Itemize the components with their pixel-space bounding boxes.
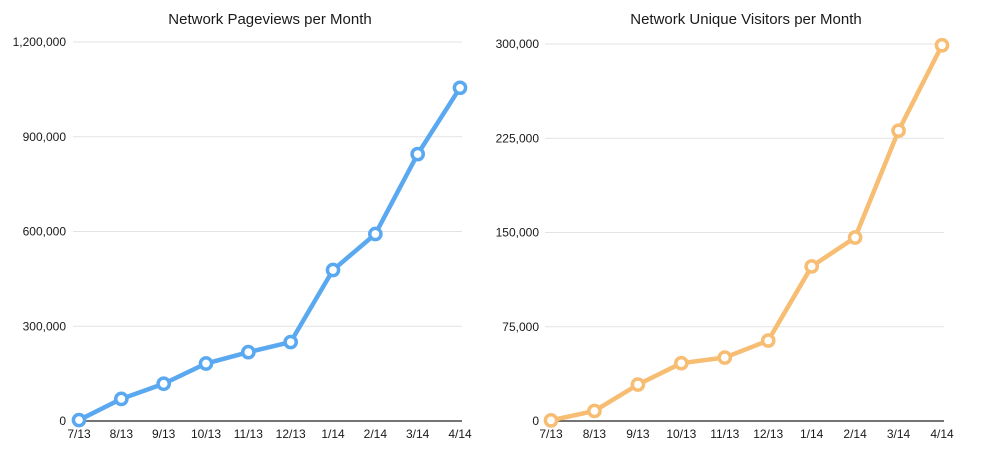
x-tick-label-pageviews: 8/13 bbox=[110, 427, 134, 441]
x-tick-label-visitors: 8/13 bbox=[583, 427, 607, 441]
x-tick-label-pageviews: 2/14 bbox=[364, 427, 388, 441]
y-tick-label-pageviews: 0 bbox=[59, 414, 66, 428]
data-point-pageviews-9-13 bbox=[156, 376, 172, 392]
y-tick-label-pageviews: 600,000 bbox=[23, 225, 67, 239]
data-point-pageviews-12-13 bbox=[283, 334, 299, 350]
data-point-pageviews-11-13 bbox=[240, 344, 256, 360]
x-tick-label-visitors: 10/13 bbox=[666, 427, 696, 441]
series-line-visitors bbox=[548, 43, 945, 423]
data-point-pageviews-2-14 bbox=[367, 226, 383, 242]
x-tick-label-visitors: 3/14 bbox=[887, 427, 911, 441]
x-tick-label-pageviews: 12/13 bbox=[276, 427, 306, 441]
data-point-pageviews-1-14 bbox=[325, 262, 341, 278]
y-tick-label-pageviews: 1,200,000 bbox=[13, 35, 67, 49]
y-tick-label-visitors: 75,000 bbox=[502, 320, 539, 334]
data-point-visitors-1-14 bbox=[804, 259, 820, 274]
grid-visitors bbox=[545, 43, 944, 422]
data-point-visitors-4-14 bbox=[934, 37, 950, 53]
y-tick-label-visitors: 0 bbox=[532, 414, 539, 428]
data-point-visitors-3-14 bbox=[891, 123, 906, 139]
x-tick-label-visitors: 7/13 bbox=[539, 427, 563, 441]
y-ticks-visitors: 0 75,000 150,000 225,000 300,000 bbox=[496, 37, 540, 428]
data-point-pageviews-8-13 bbox=[113, 391, 129, 407]
data-point-visitors-8-13 bbox=[587, 403, 602, 419]
grid-pageviews bbox=[73, 41, 462, 422]
x-tick-label-visitors: 12/13 bbox=[753, 427, 783, 441]
data-point-visitors-10-13 bbox=[673, 355, 689, 371]
data-point-visitors-9-13 bbox=[630, 377, 646, 392]
chart-title-visitors: Network Unique Visitors per Month bbox=[630, 11, 862, 28]
series-visitors bbox=[543, 37, 950, 428]
visitors-chart: Network Unique Visitors per Month 0 75,00… bbox=[496, 11, 954, 441]
y-ticks-pageviews: 0 300,000 600,000 900,000 1,200,000 bbox=[13, 35, 67, 428]
x-tick-label-pageviews: 3/14 bbox=[406, 427, 430, 441]
y-tick-label-visitors: 225,000 bbox=[496, 131, 540, 145]
x-tick-label-pageviews: 1/14 bbox=[321, 427, 345, 441]
chart-title-pageviews: Network Pageviews per Month bbox=[168, 11, 371, 28]
x-tick-label-visitors: 11/13 bbox=[710, 427, 739, 441]
x-tick-label-visitors: 9/13 bbox=[626, 427, 650, 441]
x-tick-label-visitors: 1/14 bbox=[800, 427, 824, 441]
data-point-visitors-2-14 bbox=[847, 230, 863, 245]
data-point-pageviews-4-14 bbox=[452, 80, 468, 96]
x-tick-label-visitors: 2/14 bbox=[843, 427, 867, 441]
data-point-pageviews-3-14 bbox=[410, 146, 426, 162]
pageviews-chart: Network Pageviews per Month 0 300,000 600,… bbox=[13, 11, 472, 441]
x-tick-label-pageviews: 10/13 bbox=[191, 427, 221, 441]
data-point-visitors-11-13 bbox=[717, 350, 733, 365]
x-ticks-visitors: 7/13 8/13 9/13 10/13 11/13 12/13 1/14 2/14 3/14 4… bbox=[539, 427, 954, 441]
x-ticks-pageviews: 7/13 8/13 9/13 10/13 11/13 12/13 1/14 2/14 3/14 4… bbox=[67, 427, 472, 441]
y-tick-label-pageviews: 900,000 bbox=[23, 130, 67, 144]
y-tick-label-visitors: 300,000 bbox=[496, 37, 540, 51]
data-point-visitors-12-13 bbox=[760, 333, 776, 348]
data-point-visitors-7-13 bbox=[543, 413, 559, 428]
series-pageviews bbox=[71, 80, 468, 428]
x-tick-label-pageviews: 4/14 bbox=[448, 427, 472, 441]
y-tick-label-visitors: 150,000 bbox=[496, 226, 540, 240]
x-tick-label-pageviews: 9/13 bbox=[152, 427, 176, 441]
y-tick-label-pageviews: 300,000 bbox=[23, 319, 67, 333]
series-line-pageviews bbox=[76, 85, 463, 423]
x-tick-label-pageviews: 11/13 bbox=[234, 427, 263, 441]
x-tick-label-pageviews: 7/13 bbox=[67, 427, 91, 441]
x-tick-label-visitors: 4/14 bbox=[930, 427, 954, 441]
data-point-pageviews-7-13 bbox=[71, 412, 87, 428]
data-point-pageviews-10-13 bbox=[198, 356, 214, 371]
